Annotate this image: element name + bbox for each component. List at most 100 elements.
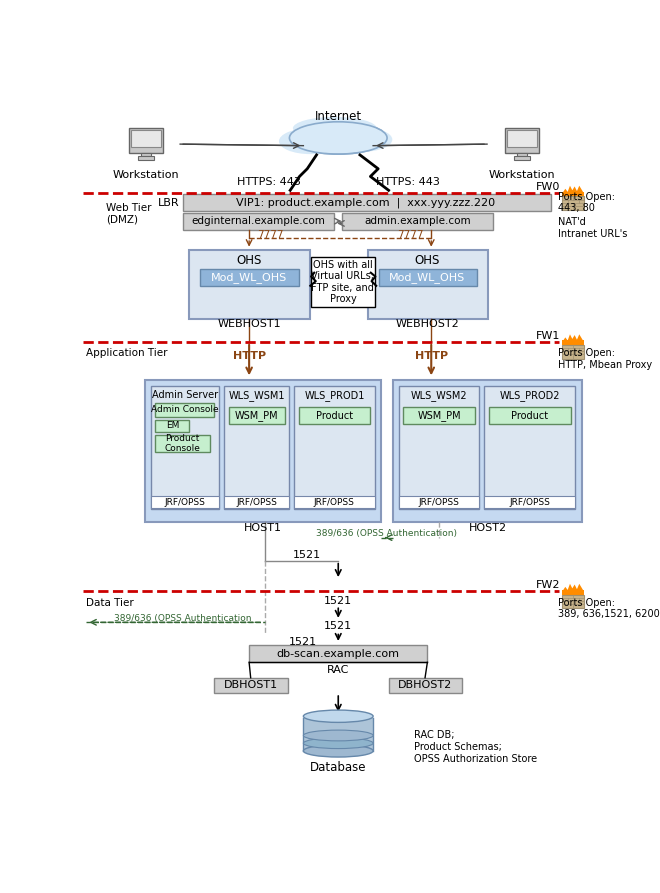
FancyBboxPatch shape [562, 590, 584, 595]
FancyBboxPatch shape [183, 213, 335, 230]
FancyBboxPatch shape [403, 407, 475, 424]
Text: edginternal.example.com: edginternal.example.com [191, 216, 325, 226]
Text: JRF/OPSS: JRF/OPSS [164, 497, 205, 506]
Text: Product
Console: Product Console [164, 434, 201, 454]
Text: WSM_PM: WSM_PM [235, 411, 279, 421]
FancyBboxPatch shape [249, 646, 428, 663]
Text: HTTPS: 443: HTTPS: 443 [236, 177, 300, 187]
FancyBboxPatch shape [183, 194, 551, 211]
FancyBboxPatch shape [484, 496, 576, 508]
FancyBboxPatch shape [505, 128, 539, 153]
Text: HOST1: HOST1 [244, 523, 282, 533]
FancyBboxPatch shape [562, 196, 584, 211]
Polygon shape [562, 186, 584, 194]
Text: HOST2: HOST2 [469, 523, 506, 533]
Text: 1521: 1521 [324, 596, 352, 605]
Text: Internet: Internet [315, 110, 362, 123]
Text: db-scan.example.com: db-scan.example.com [277, 649, 400, 659]
FancyBboxPatch shape [155, 435, 210, 452]
Text: EM: EM [166, 421, 179, 430]
Text: Database: Database [310, 762, 366, 774]
Text: DBHOST2: DBHOST2 [398, 680, 452, 690]
FancyBboxPatch shape [299, 407, 370, 424]
Text: OHS: OHS [414, 254, 440, 267]
FancyBboxPatch shape [389, 678, 462, 693]
Text: Mod_WL_OHS: Mod_WL_OHS [211, 271, 287, 283]
FancyBboxPatch shape [294, 386, 375, 509]
Text: Mod_WL_OHS: Mod_WL_OHS [389, 271, 465, 283]
Text: Admin Console: Admin Console [151, 405, 218, 414]
Text: JRF/OPSS: JRF/OPSS [314, 497, 355, 506]
Text: FW2: FW2 [536, 580, 561, 590]
FancyBboxPatch shape [368, 250, 488, 319]
FancyBboxPatch shape [150, 386, 219, 509]
Text: RAC: RAC [327, 665, 349, 675]
FancyBboxPatch shape [484, 386, 576, 509]
FancyBboxPatch shape [224, 496, 290, 508]
Text: Workstation: Workstation [488, 170, 555, 179]
Text: HTTPS: 443: HTTPS: 443 [376, 177, 440, 187]
FancyBboxPatch shape [517, 153, 527, 156]
FancyBboxPatch shape [224, 386, 290, 509]
Text: JRF/OPSS: JRF/OPSS [236, 497, 277, 506]
FancyBboxPatch shape [155, 403, 214, 417]
FancyBboxPatch shape [514, 156, 530, 160]
FancyBboxPatch shape [145, 380, 381, 522]
Ellipse shape [304, 710, 373, 722]
FancyBboxPatch shape [562, 345, 584, 359]
FancyBboxPatch shape [562, 595, 584, 608]
FancyBboxPatch shape [562, 192, 584, 196]
Text: Ports Open:
HTTP, Mbean Proxy: Ports Open: HTTP, Mbean Proxy [558, 348, 651, 370]
Text: Web Tier
(DMZ): Web Tier (DMZ) [106, 203, 151, 224]
Text: WSM_PM: WSM_PM [417, 411, 461, 421]
Text: LBR: LBR [158, 197, 180, 208]
FancyBboxPatch shape [507, 130, 537, 147]
Text: WEBHOST2: WEBHOST2 [395, 320, 459, 330]
Text: 389/636 (OPSS Authentication): 389/636 (OPSS Authentication) [316, 530, 457, 538]
Text: NAT'd
Intranet URL's: NAT'd Intranet URL's [558, 217, 627, 238]
Text: HTTP: HTTP [414, 351, 448, 361]
Ellipse shape [304, 730, 373, 741]
Text: 1521: 1521 [324, 622, 352, 631]
Ellipse shape [293, 117, 377, 139]
Text: Application Tier: Application Tier [86, 348, 168, 358]
FancyBboxPatch shape [304, 718, 373, 753]
FancyBboxPatch shape [342, 213, 493, 230]
Text: WLS_WSM2: WLS_WSM2 [411, 389, 467, 401]
Ellipse shape [290, 121, 387, 154]
Polygon shape [562, 334, 584, 342]
FancyBboxPatch shape [399, 496, 479, 508]
FancyBboxPatch shape [562, 340, 584, 345]
Text: Ports Open:
389, 636,1521, 6200: Ports Open: 389, 636,1521, 6200 [558, 597, 659, 619]
Text: WLS_WSM1: WLS_WSM1 [228, 389, 285, 401]
Text: HTTP: HTTP [232, 351, 266, 361]
Text: admin.example.com: admin.example.com [364, 216, 471, 226]
Text: WLS_PROD2: WLS_PROD2 [500, 389, 560, 401]
Ellipse shape [304, 738, 373, 748]
FancyBboxPatch shape [311, 257, 375, 307]
FancyBboxPatch shape [488, 407, 571, 424]
FancyBboxPatch shape [379, 269, 477, 286]
FancyBboxPatch shape [131, 130, 161, 147]
Text: FW0: FW0 [537, 182, 561, 192]
Text: 7777: 7777 [257, 230, 283, 240]
FancyBboxPatch shape [200, 269, 299, 286]
Text: Admin Server: Admin Server [152, 390, 218, 400]
Text: Ports Open:
443, 80: Ports Open: 443, 80 [558, 192, 614, 213]
FancyBboxPatch shape [139, 156, 154, 160]
FancyBboxPatch shape [189, 250, 310, 319]
Text: 1521: 1521 [289, 637, 317, 647]
Ellipse shape [304, 745, 373, 757]
Text: 1521: 1521 [293, 550, 321, 560]
Text: JRF/OPSS: JRF/OPSS [510, 497, 550, 506]
FancyBboxPatch shape [393, 380, 582, 522]
Text: FW1: FW1 [537, 330, 561, 341]
Text: WEBHOST1: WEBHOST1 [217, 320, 281, 330]
FancyBboxPatch shape [294, 496, 375, 508]
Text: JRF/OPSS: JRF/OPSS [418, 497, 459, 506]
Text: Product: Product [511, 411, 548, 421]
Text: VIP1: product.example.com  |  xxx.yyy.zzz.220: VIP1: product.example.com | xxx.yyy.zzz.… [236, 197, 495, 208]
Text: RAC DB;
Product Schemas;
OPSS Authorization Store: RAC DB; Product Schemas; OPSS Authorizat… [414, 730, 537, 764]
FancyBboxPatch shape [214, 678, 288, 693]
FancyBboxPatch shape [229, 407, 284, 424]
